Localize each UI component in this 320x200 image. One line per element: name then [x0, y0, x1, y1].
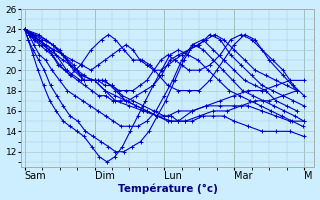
- X-axis label: Température (°c): Température (°c): [118, 184, 218, 194]
